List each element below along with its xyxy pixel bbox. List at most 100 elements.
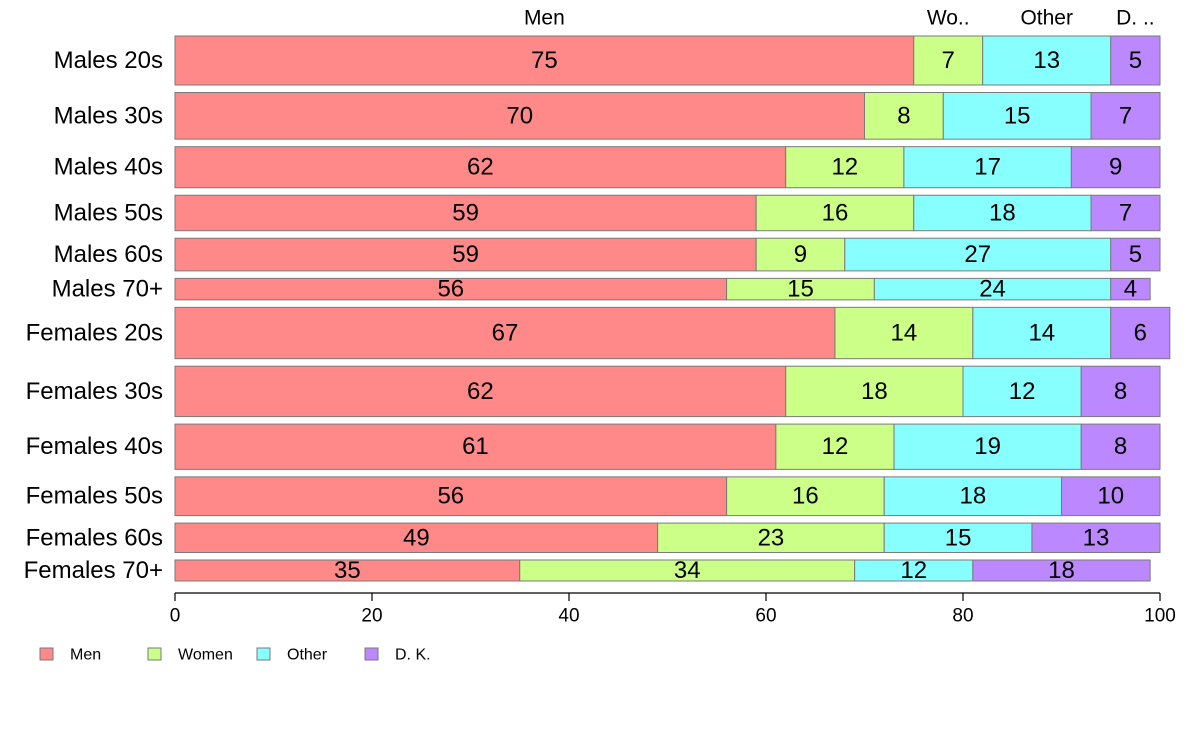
value-label: 61 — [462, 433, 489, 460]
legend-swatch — [147, 647, 162, 661]
x-tick-label: 100 — [1144, 606, 1176, 627]
value-label: 70 — [506, 102, 533, 129]
bar-segment-men — [174, 476, 728, 517]
bar-segment-d-k — [1031, 522, 1161, 553]
value-label: 12 — [1009, 378, 1036, 405]
legend: Men Women Other D. K. — [39, 647, 431, 664]
bar-segment-d-k — [1080, 423, 1161, 470]
value-label: 13 — [1033, 47, 1060, 74]
value-label: 75 — [531, 47, 558, 74]
value-label: 5 — [1129, 241, 1142, 268]
value-label: 34 — [674, 557, 701, 584]
x-axis: 0 20 40 60 80 100 — [170, 592, 1176, 627]
value-label: 6 — [1134, 320, 1147, 347]
row-label: Males 20s — [54, 47, 163, 74]
bar-segment-d-k — [1090, 194, 1161, 232]
bar-segment-d-k — [972, 559, 1151, 582]
value-label: 18 — [1048, 557, 1075, 584]
bar-row: Males 60s 59 9 27 5 — [54, 237, 1161, 272]
value-label: 27 — [964, 241, 991, 268]
bar-segment-women — [913, 35, 984, 86]
bar-segment-d-k — [1080, 365, 1161, 418]
value-label: 8 — [1114, 378, 1127, 405]
bar-segment-d-k — [1110, 35, 1161, 86]
row-label: Males 70+ — [52, 276, 163, 303]
bar-segment-d-k — [1110, 237, 1161, 272]
bar-segment-women — [834, 306, 974, 360]
bar-segment-other — [982, 35, 1112, 86]
value-label: 14 — [1028, 320, 1055, 347]
legend-swatch — [39, 647, 54, 661]
value-label: 16 — [822, 199, 849, 226]
value-label: 49 — [403, 524, 430, 551]
bar-segment-women — [755, 237, 846, 272]
legend-label: Other — [287, 647, 328, 664]
bar-segment-d-k — [1110, 306, 1171, 360]
row-label: Males 50s — [54, 199, 163, 226]
bar-segment-other — [962, 365, 1082, 418]
value-label: 23 — [758, 524, 785, 551]
value-label: 56 — [437, 276, 464, 303]
legend-label: Men — [70, 647, 101, 664]
row-label: Males 60s — [54, 241, 163, 268]
x-tick-label: 0 — [170, 606, 181, 627]
bar-segment-men — [174, 146, 787, 189]
row-label: Males 40s — [54, 154, 163, 181]
value-label: 24 — [979, 276, 1006, 303]
value-label: 14 — [891, 320, 918, 347]
value-label: 5 — [1129, 47, 1142, 74]
value-label: 9 — [1109, 154, 1122, 181]
bar-row: Females 50s 56 16 18 10 — [26, 476, 1161, 517]
value-label: 18 — [989, 199, 1016, 226]
bar-row: Females 70+ 35 34 12 18 — [24, 557, 1151, 584]
column-header: D. .. — [1116, 7, 1155, 30]
bar-segment-men — [174, 92, 865, 140]
value-label: 62 — [467, 154, 494, 181]
x-tick-label: 20 — [361, 606, 382, 627]
value-label: 19 — [974, 433, 1001, 460]
bar-segment-women — [785, 146, 905, 189]
value-label: 12 — [831, 154, 858, 181]
legend-label: D. K. — [395, 647, 431, 664]
bar-row: Females 20s 67 14 14 6 — [26, 306, 1171, 360]
value-label: 67 — [492, 320, 519, 347]
bar-segment-men — [174, 194, 757, 232]
column-header: Men — [524, 7, 565, 30]
bar-segment-men — [174, 423, 777, 470]
bar-row: Males 20s 75 7 13 5 — [54, 35, 1161, 86]
value-label: 18 — [959, 483, 986, 510]
value-label: 15 — [787, 276, 814, 303]
legend-swatch — [364, 647, 379, 661]
value-label: 7 — [942, 47, 955, 74]
row-label: Males 30s — [54, 102, 163, 129]
bar-segment-d-k — [1070, 146, 1161, 189]
bar-segment-women — [864, 92, 944, 140]
legend-label: Women — [178, 647, 233, 664]
value-label: 15 — [1004, 102, 1031, 129]
bar-segment-d-k — [1110, 277, 1151, 301]
value-label: 12 — [822, 433, 849, 460]
bar-row: Males 40s 62 12 17 9 — [54, 146, 1161, 189]
column-headers: Men Wo.. Other D. .. — [524, 7, 1155, 30]
bar-segment-d-k — [1061, 476, 1161, 517]
x-tick-label: 40 — [558, 606, 579, 627]
bar-row: Males 50s 59 16 18 7 — [54, 194, 1161, 232]
bar-segment-other — [883, 476, 1063, 517]
value-label: 8 — [1114, 433, 1127, 460]
bar-segment-other — [893, 423, 1082, 470]
value-label: 62 — [467, 378, 494, 405]
bar-segment-other — [844, 237, 1112, 272]
value-label: 59 — [452, 241, 479, 268]
row-label: Females 20s — [26, 320, 163, 347]
value-label: 15 — [945, 524, 972, 551]
row-label: Females 40s — [26, 433, 163, 460]
bar-row: Males 30s 70 8 15 7 — [54, 92, 1161, 140]
bar-segment-men — [174, 306, 836, 360]
bar-segment-men — [174, 522, 659, 553]
x-tick-label: 60 — [755, 606, 776, 627]
x-tick-label: 80 — [952, 606, 973, 627]
value-label: 7 — [1119, 199, 1132, 226]
bar-segment-women — [785, 365, 964, 418]
